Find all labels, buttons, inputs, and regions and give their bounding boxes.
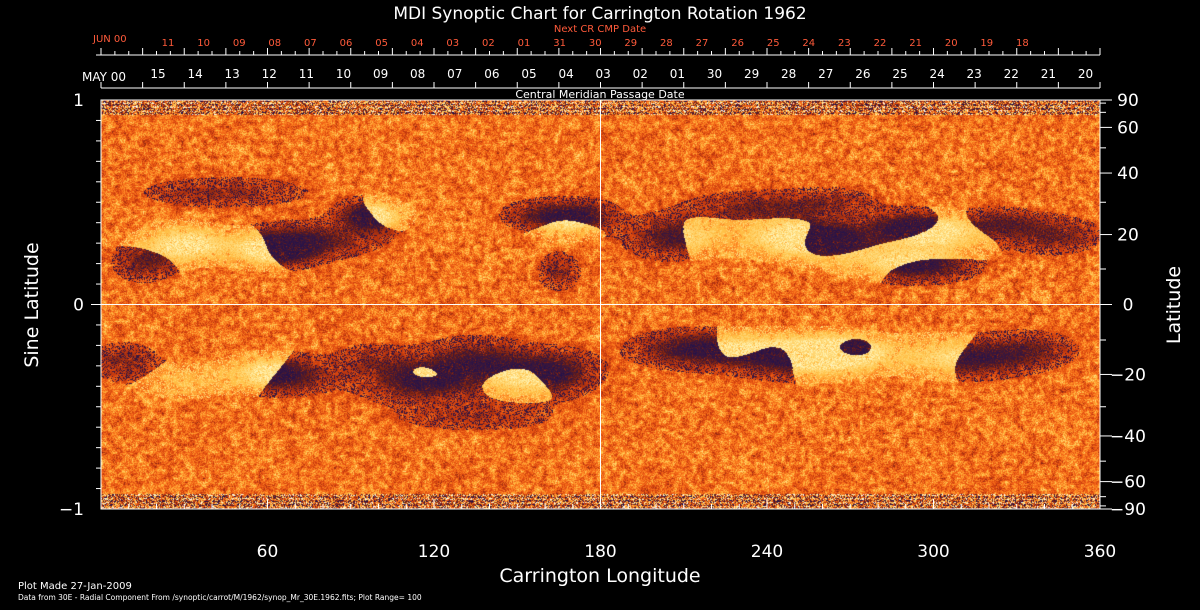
cmp-date-label: 29: [744, 67, 759, 81]
next-cr-date-label: 21: [909, 38, 922, 49]
cmp-date-label: 25: [892, 67, 907, 81]
cmp-date-label: 28: [781, 67, 796, 81]
next-cr-date-label: 18: [1016, 38, 1029, 49]
y-right-tick-label: 40: [1117, 164, 1139, 184]
cmp-date-label: 11: [299, 67, 314, 81]
next-cr-date-label: 06: [340, 38, 353, 49]
y-axis-right: 90 60 40 20 0 −20 −40 −60 −90: [1100, 91, 1146, 520]
next-cr-date-label: 24: [802, 38, 815, 49]
x-tick-label: 240: [751, 542, 783, 562]
y-axis-right-label: Latitude: [1163, 266, 1185, 344]
y-right-tick-label: −40: [1110, 427, 1146, 447]
cmp-date-label: 15: [150, 67, 165, 81]
cmp-date-label: 22: [1004, 67, 1019, 81]
cmp-date-label: 04: [558, 67, 573, 81]
y-left-tick-label: 0: [73, 296, 84, 316]
y-left-tick-label: −1: [59, 500, 84, 520]
x-tick-label: 60: [257, 542, 279, 562]
next-cr-date-axis: 11 10 09 08 07 06 05 04 03 02 01 31 30 29 28 27 26 25 24 23…: [96, 38, 1101, 56]
cmp-date-label: 06: [484, 67, 499, 81]
y-right-tick-label: −60: [1110, 473, 1146, 493]
y-left-tick-label: 1: [73, 91, 84, 111]
cmp-date-label: 21: [1041, 67, 1056, 81]
y-axis-left: 1 0 −1: [59, 91, 101, 520]
cmp-date-label: 13: [225, 67, 240, 81]
next-cr-date-label: 29: [624, 38, 637, 49]
x-axis: 60 120 180 240 300 360: [128, 499, 1116, 562]
next-cr-date-label: 05: [375, 38, 388, 49]
cmp-date-axis: 15 14 13 12 11 10 09 08 07 06 05 04 03 02 01 30 29 28 27 26…: [100, 67, 1101, 89]
next-cr-date-label: 08: [268, 38, 281, 49]
cmp-date-label: 02: [633, 67, 648, 81]
y-right-tick-label: 20: [1117, 226, 1139, 246]
y-right-tick-label: −20: [1110, 365, 1146, 385]
cmp-date-label: 08: [410, 67, 425, 81]
next-cr-date-label: 27: [696, 38, 709, 49]
next-cr-date-label: 11: [162, 38, 175, 49]
data-source-label: Data from 30E - Radial Component From /s…: [18, 593, 422, 602]
next-cr-date-label: 22: [874, 38, 887, 49]
next-cr-date-label: 19: [980, 38, 993, 49]
cmp-date-label: 26: [855, 67, 870, 81]
cmp-date-label: 03: [596, 67, 611, 81]
next-cr-date-label: 01: [518, 38, 531, 49]
x-tick-label: 300: [917, 542, 949, 562]
x-tick-label: 180: [584, 542, 616, 562]
cmp-date-label: 20: [1078, 67, 1093, 81]
next-cr-date-label: 20: [945, 38, 958, 49]
cmp-date-label: 14: [187, 67, 202, 81]
y-axis-left-label: Sine Latitude: [21, 242, 43, 367]
next-cr-date-label: 23: [838, 38, 851, 49]
cmp-date-label: 01: [670, 67, 685, 81]
next-cr-axis-title: Next CR CMP Date: [554, 24, 646, 35]
next-cr-date-label: 02: [482, 38, 495, 49]
cmp-start-label: MAY 00: [82, 70, 126, 84]
y-right-tick-label: −90: [1110, 500, 1146, 520]
next-cr-date-label: 09: [233, 38, 246, 49]
cmp-date-label: 23: [967, 67, 982, 81]
cmp-date-label: 07: [447, 67, 462, 81]
cmp-date-label: 24: [929, 67, 944, 81]
next-cr-date-label: 04: [411, 38, 424, 49]
cmp-axis-title: Central Meridian Passage Date: [515, 88, 684, 101]
y-right-tick-label: 0: [1123, 296, 1134, 316]
cmp-date-label: 09: [373, 67, 388, 81]
next-cr-date-label: 31: [553, 38, 566, 49]
next-cr-start-label: JUN 00: [92, 34, 127, 45]
cmp-date-label: 12: [262, 67, 277, 81]
y-right-tick-label: 90: [1117, 91, 1139, 111]
chart-title: MDI Synoptic Chart for Carrington Rotati…: [393, 4, 806, 24]
cmp-date-label: 27: [818, 67, 833, 81]
next-cr-date-label: 10: [197, 38, 210, 49]
x-tick-label: 120: [418, 542, 450, 562]
next-cr-date-label: 26: [731, 38, 744, 49]
cmp-date-label: 05: [521, 67, 536, 81]
plot-made-label: Plot Made 27-Jan-2009: [18, 581, 132, 592]
next-cr-date-label: 25: [767, 38, 780, 49]
next-cr-date-label: 30: [589, 38, 602, 49]
next-cr-date-label: 07: [304, 38, 317, 49]
x-axis-label: Carrington Longitude: [499, 565, 700, 587]
next-cr-date-label: 28: [660, 38, 673, 49]
y-right-tick-label: 60: [1117, 118, 1139, 138]
next-cr-date-label: 03: [446, 38, 459, 49]
cmp-date-label: 10: [336, 67, 351, 81]
x-tick-label: 360: [1084, 542, 1116, 562]
cmp-date-label: 30: [707, 67, 722, 81]
